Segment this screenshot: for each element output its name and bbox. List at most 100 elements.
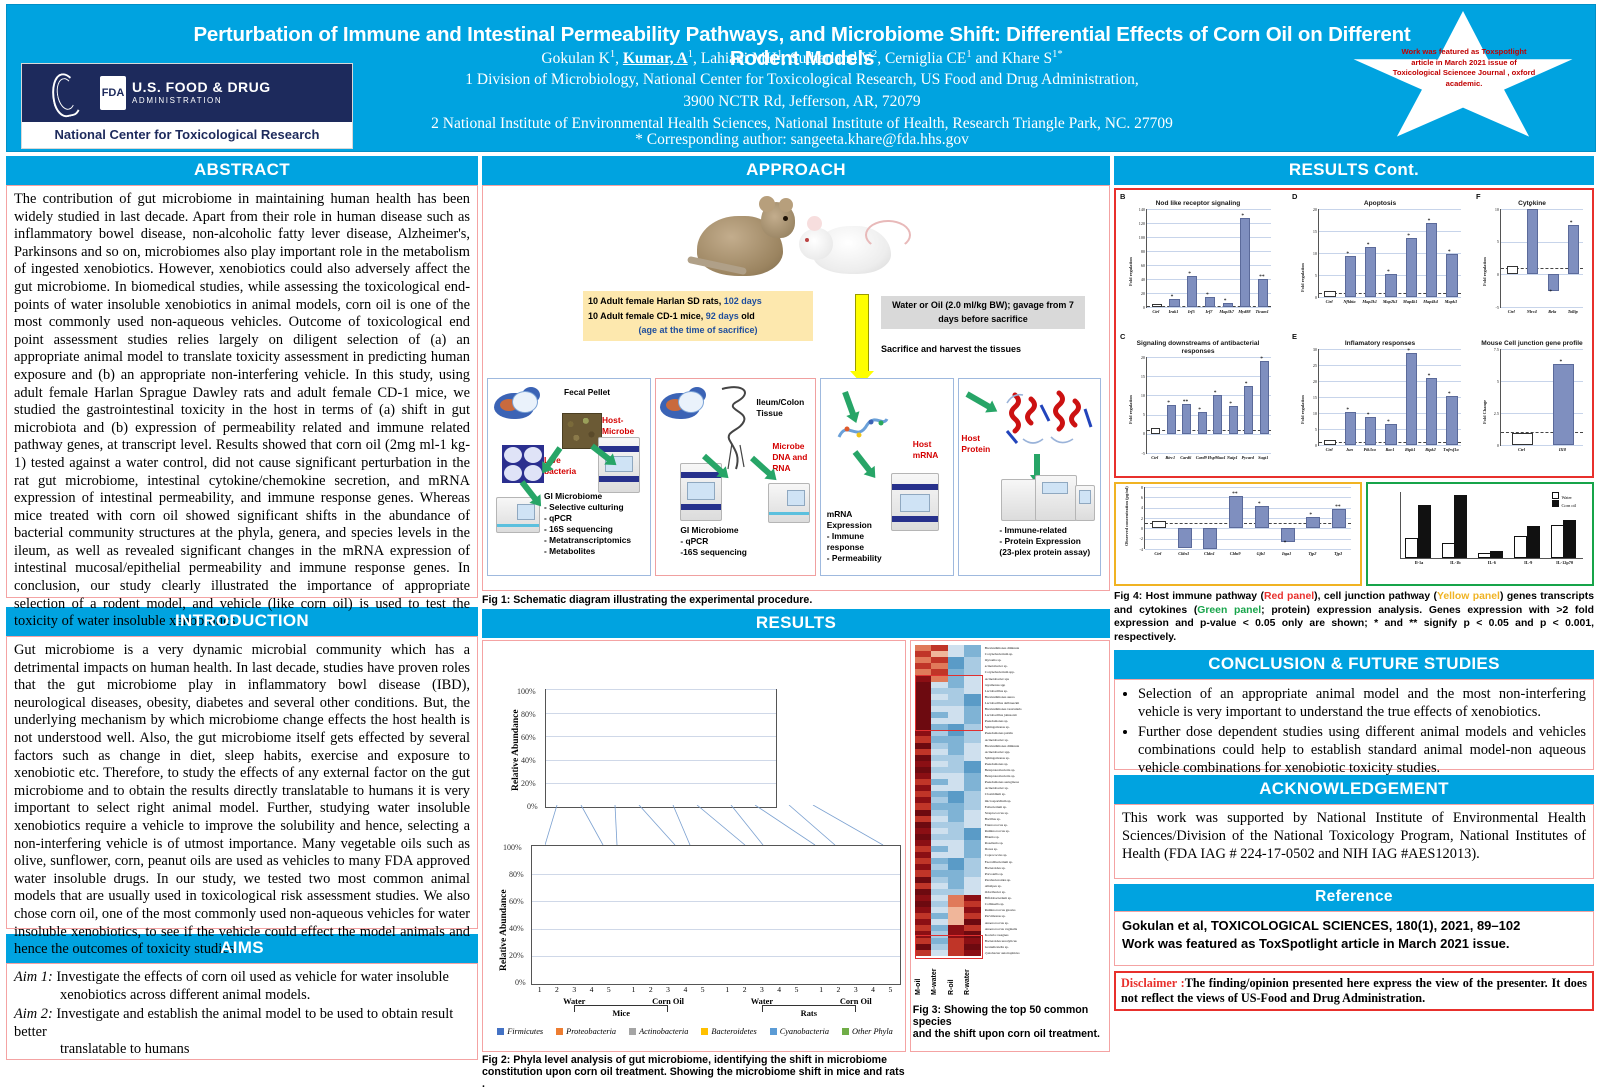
author-2-underlined: Kumar, A [622, 50, 688, 68]
y-tick-label: 100 [1138, 234, 1145, 240]
bar-tnfrsf1a [1446, 395, 1458, 445]
significance-marker: * [1366, 242, 1370, 249]
heatmap-cell [964, 894, 981, 901]
heatmap-row-label: Anaerococcus vaginalis [984, 926, 1018, 931]
heatmap-cell [947, 663, 965, 670]
significance-marker: * [1346, 406, 1350, 413]
y-tick-label: 15 [1312, 394, 1317, 400]
fig4-green-panel: Il-1a IL-1b IL-6 IL-9 IL-12p70 Water Corn oil [1365, 482, 1594, 586]
x-tick-label: IL-6 [1487, 559, 1496, 565]
bar-il-12p70-water [1550, 524, 1564, 558]
x-tick-label: Itga1 [1281, 550, 1292, 556]
heatmap-cell [914, 925, 932, 932]
x-tick-label: Ctrl [1151, 454, 1159, 460]
panel-C-title: Apoptosis [1363, 200, 1397, 207]
significance-marker: * [1213, 389, 1217, 396]
heatmap-cell [964, 785, 981, 792]
workflow-panel-mrna: Host mRNA mRNA Expression - Immune respo… [819, 378, 955, 576]
x-tick-label: Ctrl [1518, 446, 1525, 452]
panel3-item-1: - Permeability [826, 553, 882, 563]
acknowledgement-heading: ACKNOWLEDGEMENT [1114, 775, 1594, 805]
panel-A-title: Nod like receptor signaling [1155, 200, 1241, 207]
heatmap-cell [914, 724, 932, 731]
heatmap-row-label: myxoma sp. [984, 658, 1002, 663]
heatmap-cell [914, 858, 932, 865]
fig2-container: Relative Abundance 100% 80% 60% 40% 20% … [482, 640, 906, 1052]
fig3-caption: Fig 3: Showing the top 50 common species… [913, 1004, 1103, 1040]
significance-marker: * [1427, 218, 1431, 225]
intestine-icon [722, 386, 747, 470]
ileum-colon-label: Ileum/Colon Tissue [756, 397, 805, 418]
y-tick-label: 0 [1142, 304, 1145, 310]
heatmap-cell [964, 724, 981, 731]
heatmap-cell [914, 919, 932, 926]
bar-naip1 [1228, 405, 1238, 434]
heatmap-row-label: Brevundimonas diminuta [984, 646, 1020, 650]
heatmap-cell [964, 815, 981, 822]
panel4-item-1: - Protein Expression [999, 536, 1081, 546]
dose-line-3: (age at the time of sacrifice) [638, 325, 758, 335]
heatmap-cell [947, 852, 965, 859]
heatmap-cell [931, 687, 948, 694]
heatmap-cell [947, 754, 965, 761]
acknowledgement-panel: This work was supported by National Inst… [1114, 804, 1594, 880]
author-1: Gokulan K [541, 50, 610, 68]
ytick: 80% [509, 870, 524, 879]
sample-label: 3 [760, 985, 764, 994]
heatmap-cell [914, 766, 932, 773]
heatmap-cell [914, 742, 932, 749]
heatmap-row-label: Bifidobacterium sp. [984, 896, 1012, 901]
panel4-list: - Immune-related - Protein Expression (2… [999, 525, 1099, 558]
heatmap-row-label: Brevundimonas vesicularis [984, 707, 1022, 711]
y-tick-label: 5 [1314, 272, 1317, 278]
heatmap-cell [947, 864, 965, 871]
bar-gjb1 [1254, 506, 1269, 529]
significance-marker: * [1223, 297, 1227, 304]
heatmap-cell [964, 779, 981, 786]
heatmap-cell [931, 846, 948, 853]
disclaimer-text: The finding/opinion presented here expre… [1121, 976, 1588, 1006]
cell-junction-plot: -4 -2 0 2 4 6 8 Ctrl Cldn3 Cldn1 ** Cldn9 * Gjb1 * Itga… [1140, 485, 1351, 556]
workflow-row: Fecal Pellet Host-Microbe DNA and RNA Li… [487, 378, 1101, 576]
introduction-heading: INTRODUCTION [6, 607, 478, 636]
gridline [1501, 413, 1583, 414]
heatmap-cell [964, 760, 981, 767]
x-tick-label: Pik3ca [1363, 446, 1376, 452]
fig4-cap-p4: ; protein) expression analysis. Genes ex… [1114, 604, 1594, 643]
x-tick-label: Nfkbia [1343, 298, 1356, 304]
fig2-connector-lines [545, 805, 884, 845]
heatmap-cell [964, 730, 981, 737]
heatmap-cell [947, 736, 965, 743]
y-tick-label: 120 [1138, 220, 1145, 226]
x-tick-label: Irf5 [1187, 308, 1195, 314]
heatmap-row-label: Coprococcus sp. [984, 853, 1008, 858]
y-tick-label: 4 [1140, 505, 1143, 511]
x-tick-label: Ctrl [1154, 550, 1162, 556]
heatmap-row-label: Clostridium sp. [984, 792, 1006, 797]
reference-heading: Reference [1114, 884, 1594, 912]
author-list: Gokulan K1, Kumar, A1, Lahiani MH1, Suth… [541, 49, 1063, 68]
aim-1-text-cont: xenobiotics across different animal mode… [60, 986, 311, 1003]
bar-cldn3 [1177, 528, 1192, 548]
bar-ctrl [1324, 290, 1336, 297]
fda-logo-line-2: ADMINISTRATION [132, 96, 223, 106]
bar-irak1 [1169, 298, 1180, 307]
legend-item: Firmicutes [497, 1027, 543, 1036]
heatmap-row-label: Acinetobacter sp. [984, 786, 1009, 791]
y-tick-label: 0 [1142, 431, 1145, 437]
fig2-summary-ylabel: Relative Abundance [511, 709, 521, 791]
arrow-icon-7 [852, 450, 872, 473]
heatmap-cell [931, 718, 948, 725]
approach-panel: 10 Adult female Harlan SD rats, 102 days… [482, 185, 1110, 591]
heatmap-cell [964, 913, 981, 920]
heatmap-cell [964, 675, 981, 682]
gridline [1147, 307, 1271, 308]
heatmap-cell [947, 809, 965, 816]
heatmap-row-label: Granulicatella sp. [984, 944, 1009, 949]
x-tick-label: Il18 [1558, 446, 1567, 452]
heatmap-row-label: Sphingomonas sp. [984, 725, 1010, 730]
heatmap-cell [947, 724, 965, 731]
fda-seal-icon [46, 70, 92, 120]
significance-marker: * [1188, 270, 1192, 277]
heatmap-cell [914, 651, 932, 658]
